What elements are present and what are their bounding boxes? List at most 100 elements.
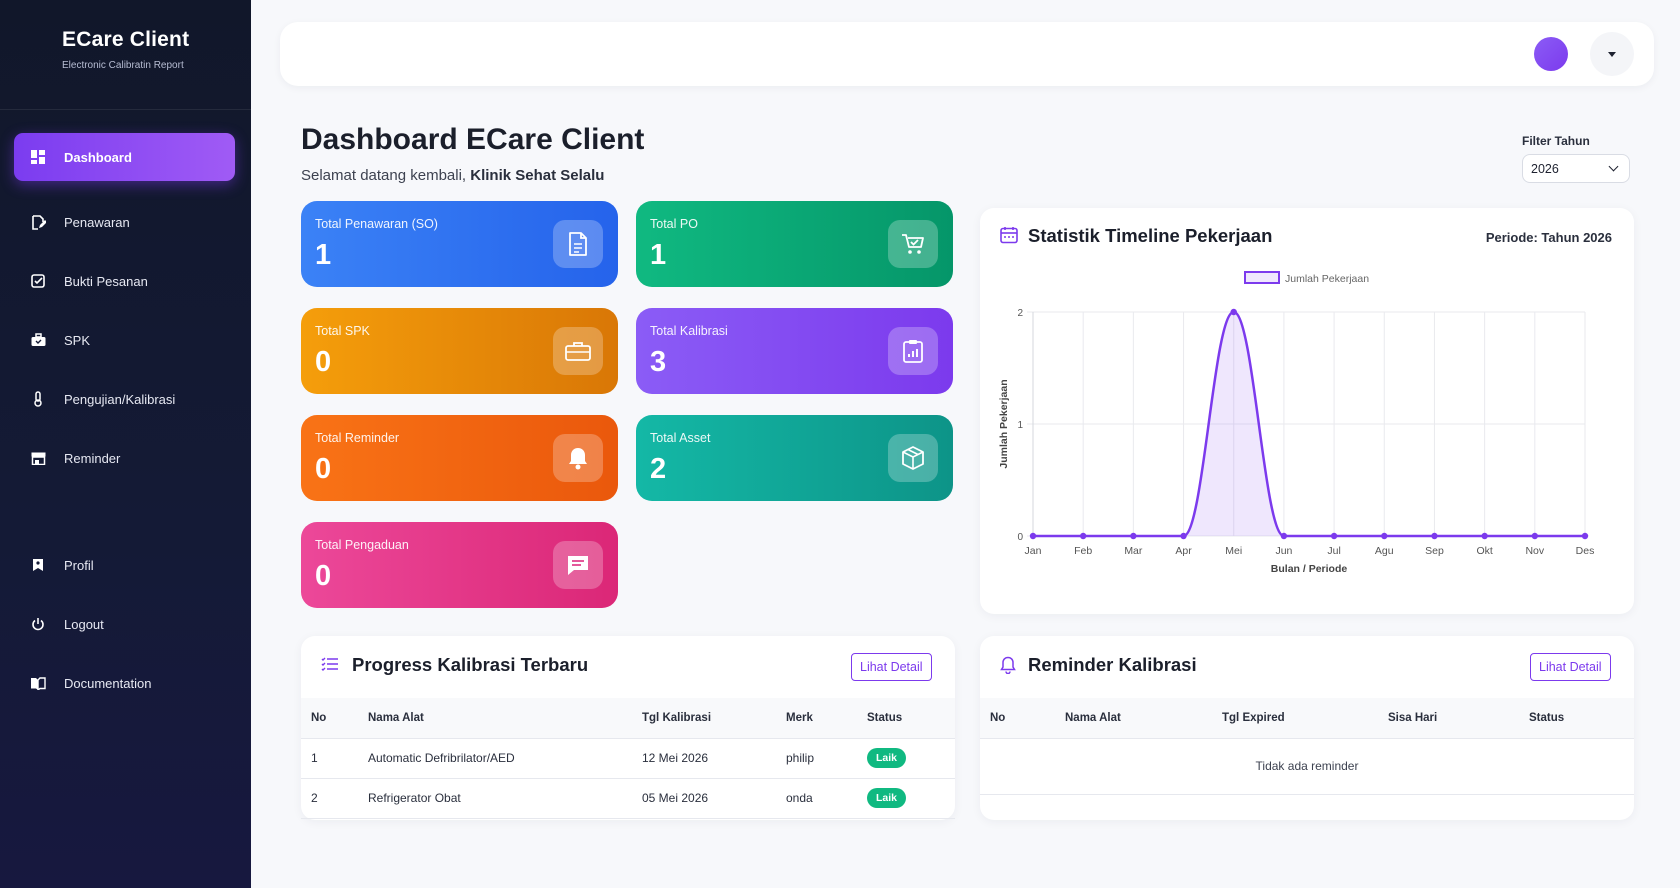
sidebar-item-label: Logout xyxy=(64,616,104,632)
filter-year-label: Filter Tahun xyxy=(1522,134,1590,148)
empty-row: Tidak ada reminder xyxy=(980,737,1634,795)
y-axis-title: Jumlah Pekerjaan xyxy=(998,379,1010,468)
x-tick-label: Des xyxy=(1576,545,1595,557)
sidebar-item-label: Pengujian/Kalibrasi xyxy=(64,391,176,407)
stat-card-penawaran[interactable]: Total Penawaran (SO) 1 xyxy=(301,201,618,287)
caret-down-icon xyxy=(1608,51,1616,57)
reminder-title: Reminder Kalibrasi xyxy=(1028,654,1197,675)
stat-card-pengaduan[interactable]: Total Pengaduan 0 xyxy=(301,522,618,608)
x-tick-label: Apr xyxy=(1175,545,1192,557)
cell-no: 1 xyxy=(301,737,358,778)
stat-label: Total Reminder xyxy=(315,431,400,445)
data-point xyxy=(1230,308,1237,316)
y-tick-label: 2 xyxy=(1017,308,1023,319)
x-tick-label: Jun xyxy=(1275,545,1292,557)
avatar[interactable] xyxy=(1534,37,1568,71)
client-name: Klinik Sehat Selalu xyxy=(470,167,605,184)
x-tick-label: Feb xyxy=(1074,545,1092,557)
bookmark-icon xyxy=(30,557,46,573)
sidebar: ECare Client Electronic Calibratin Repor… xyxy=(0,0,251,888)
stat-label: Total Asset xyxy=(650,431,711,445)
y-tick-label: 1 xyxy=(1017,420,1023,431)
periode-label: Periode: Tahun 2026 xyxy=(1485,230,1612,245)
sidebar-item-label: SPK xyxy=(64,332,91,348)
stat-label: Total Penawaran (SO) xyxy=(315,217,438,231)
stat-card-spk[interactable]: Total SPK 0 xyxy=(301,308,618,394)
data-point xyxy=(1180,532,1187,540)
stat-value: 1 xyxy=(650,239,667,271)
cell-merk: philip xyxy=(776,737,857,778)
filter-year-value: 2026 xyxy=(1531,161,1559,176)
table-row[interactable]: 2 Refrigerator Obat 05 Mei 2026 onda Lai… xyxy=(301,777,955,819)
x-tick-label: Jul xyxy=(1327,545,1340,557)
bell-icon xyxy=(1000,656,1018,675)
col-header: Tgl Expired xyxy=(1222,711,1285,724)
progress-table: No Nama Alat Tgl Kalibrasi Merk Status 1… xyxy=(301,698,955,819)
chevron-down-icon xyxy=(1608,161,1619,172)
sidebar-item-documentation[interactable]: Documentation xyxy=(14,659,235,707)
sidebar-item-reminder[interactable]: Reminder xyxy=(14,434,235,482)
box-icon xyxy=(888,434,938,482)
data-point xyxy=(1280,532,1288,540)
sidebar-item-bukti-pesanan[interactable]: Bukti Pesanan xyxy=(14,257,235,305)
sidebar-item-label: Profil xyxy=(64,557,94,573)
col-header: Nama Alat xyxy=(368,711,424,724)
dashboard-icon xyxy=(30,149,46,165)
stat-value: 3 xyxy=(650,346,667,378)
col-header: Sisa Hari xyxy=(1388,711,1438,724)
reminder-detail-button[interactable]: Lihat Detail xyxy=(1530,653,1611,681)
legend-label: Jumlah Pekerjaan xyxy=(1285,273,1369,285)
page-title: Dashboard ECare Client xyxy=(301,123,645,156)
sidebar-item-spk[interactable]: SPK xyxy=(14,316,235,364)
sidebar-item-penawaran[interactable]: Penawaran xyxy=(14,198,235,246)
data-point xyxy=(1581,532,1589,540)
cell-no: 2 xyxy=(301,777,358,819)
timeline-title: Statistik Timeline Pekerjaan xyxy=(1028,225,1273,246)
thermometer-icon xyxy=(30,391,46,407)
sidebar-item-pengujian[interactable]: Pengujian/Kalibrasi xyxy=(14,375,235,423)
list-icon xyxy=(321,656,339,674)
cell-status: Laik xyxy=(857,737,955,778)
y-tick-label: 0 xyxy=(1017,532,1023,543)
brand-subtitle: Electronic Calibratin Report xyxy=(62,60,184,71)
timeline-chart: 0 1 2 Jan Feb Mar Apr Mei Jun Jul Agu Sep Okt Nov Des B… xyxy=(998,271,1595,575)
bell-icon xyxy=(553,434,603,482)
progress-detail-button[interactable]: Lihat Detail xyxy=(851,653,932,681)
stat-card-po[interactable]: Total PO 1 xyxy=(636,201,953,287)
x-tick-label: Mar xyxy=(1124,545,1143,557)
welcome-prefix: Selamat datang kembali, xyxy=(301,167,471,184)
empty-message: Tidak ada reminder xyxy=(980,737,1634,795)
user-menu-toggle[interactable] xyxy=(1590,32,1634,76)
x-tick-label: Okt xyxy=(1476,545,1492,557)
book-icon xyxy=(30,675,46,691)
sidebar-item-label: Penawaran xyxy=(64,214,130,230)
welcome-text: Selamat datang kembali, Klinik Sehat Sel… xyxy=(301,167,604,184)
stat-value: 1 xyxy=(315,239,332,271)
top-navbar xyxy=(280,22,1654,86)
stat-value: 0 xyxy=(315,346,332,378)
data-point xyxy=(1330,532,1338,540)
table-header-row: No Nama Alat Tgl Expired Sisa Hari Statu… xyxy=(980,698,1634,738)
edit-doc-icon xyxy=(30,214,46,230)
x-tick-label: Jan xyxy=(1025,545,1042,557)
sidebar-item-label: Dashboard xyxy=(64,149,132,165)
progress-panel: Progress Kalibrasi Terbaru Lihat Detail … xyxy=(301,636,955,820)
progress-title: Progress Kalibrasi Terbaru xyxy=(352,654,589,675)
brand: ECare Client Electronic Calibratin Repor… xyxy=(0,0,251,110)
stat-card-reminder[interactable]: Total Reminder 0 xyxy=(301,415,618,501)
sidebar-item-dashboard[interactable]: Dashboard xyxy=(14,133,235,181)
sidebar-item-profil[interactable]: Profil xyxy=(14,541,235,589)
data-point xyxy=(1481,532,1488,540)
x-tick-label: Nov xyxy=(1525,545,1544,557)
store-icon xyxy=(30,450,46,466)
sidebar-item-logout[interactable]: Logout xyxy=(14,600,235,648)
stat-label: Total Pengaduan xyxy=(315,538,409,552)
x-tick-label: Mei xyxy=(1225,545,1242,557)
table-row[interactable]: 1 Automatic Defribrilator/AED 12 Mei 202… xyxy=(301,737,955,778)
cell-status: Laik xyxy=(857,777,955,819)
filter-year-select[interactable]: 2026 xyxy=(1522,154,1630,183)
stat-card-kalibrasi[interactable]: Total Kalibrasi 3 xyxy=(636,308,953,394)
col-header: No xyxy=(990,711,1006,724)
data-point xyxy=(1431,532,1438,540)
stat-card-asset[interactable]: Total Asset 2 xyxy=(636,415,953,501)
